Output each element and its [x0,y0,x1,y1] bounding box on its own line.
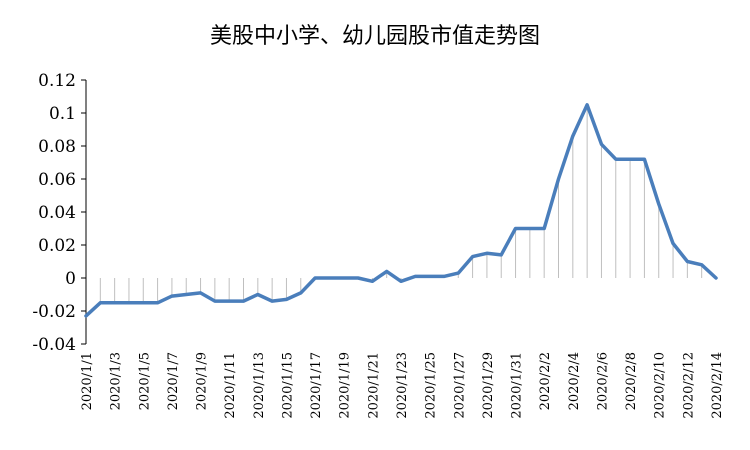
y-tick-label: 0.06 [38,170,76,190]
series-group [84,103,718,318]
series-line [84,103,718,318]
x-tick-label: 2020/1/31 [510,352,525,419]
y-axis-ticks: 0.12 0.1 0.08 0.06 0.04 0.02 0 -0.02 -0.04 [32,71,86,355]
x-tick-label: 2020/2/4 [567,352,582,410]
x-tick-label: 2020/1/7 [166,352,181,410]
x-tick-label: 2020/2/12 [681,352,696,419]
x-tick-label: 2020/1/1 [80,352,95,410]
x-tick-label: 2020/1/3 [109,352,124,410]
chart-title: 美股中小学、幼儿园股市值走势图 [209,24,540,49]
x-tick-label: 2020/2/2 [538,352,553,410]
x-tick-label: 2020/1/9 [195,352,210,410]
x-tick-label: 2020/1/25 [424,352,439,419]
x-tick-label: 2020/1/23 [395,352,410,419]
x-tick-label: 2020/1/5 [137,352,152,410]
y-tick-label: 0.02 [38,236,76,256]
x-tick-label: 2020/1/21 [366,352,381,419]
x-tick-label: 2020/2/10 [653,352,668,419]
y-tick-label: -0.02 [32,302,76,322]
x-tick-label: 2020/1/15 [280,352,295,419]
x-tick-label: 2020/2/8 [624,352,639,410]
x-tick-label: 2020/2/6 [595,352,610,410]
y-tick-label: 0.12 [38,71,76,91]
x-tick-label: 2020/1/29 [481,352,496,419]
x-tick-label: 2020/1/13 [252,352,267,419]
y-tick-label: 0.1 [49,104,76,124]
x-tick-label: 2020/1/17 [309,352,324,419]
x-tick-label: 2020/1/19 [338,352,353,419]
x-tick-label: 2020/1/11 [223,352,238,419]
x-axis-ticks: 2020/1/1 2020/1/3 2020/1/5 2020/1/7 2020/1/9… [80,352,725,419]
y-tick-label: -0.04 [32,335,76,355]
drop-lines [85,104,703,316]
y-tick-label: 0 [65,269,76,289]
x-tick-label: 2020/2/14 [710,352,725,419]
x-tick-label: 2020/1/27 [452,352,467,419]
y-tick-label: 0.04 [38,203,76,223]
y-tick-label: 0.08 [38,137,76,157]
